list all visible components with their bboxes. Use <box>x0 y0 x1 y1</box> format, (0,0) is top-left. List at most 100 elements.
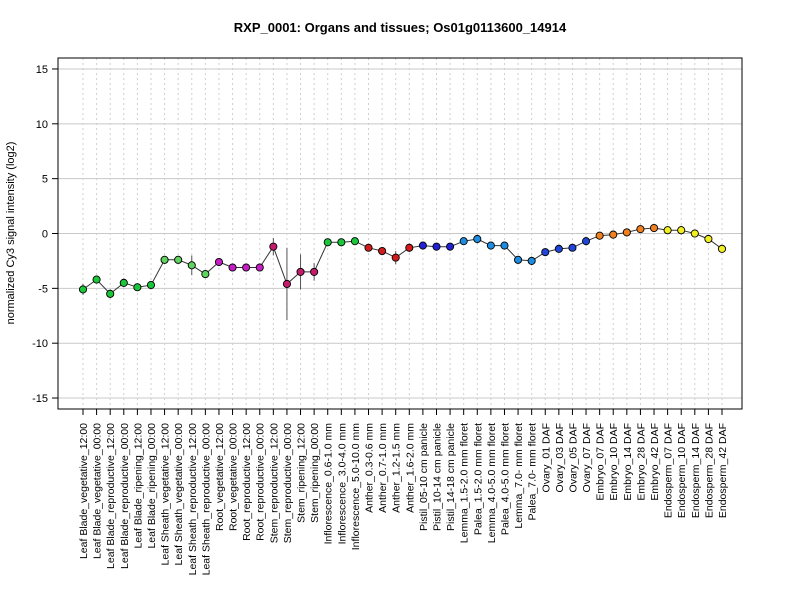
data-point <box>595 231 604 240</box>
series-layer <box>78 223 727 321</box>
x-tick-label: Lemma_1.5-2.0 mm floret <box>459 423 471 543</box>
y-tick-label: -10 <box>32 338 48 350</box>
x-tick-label: Embryo_10 DAF <box>608 423 620 501</box>
data-point <box>378 246 387 256</box>
data-point <box>541 248 550 257</box>
data-point <box>568 243 577 252</box>
data-point <box>337 238 346 247</box>
data-point <box>500 241 509 250</box>
y-tick-label: 10 <box>36 119 48 131</box>
x-tick-label: Embryo_14 DAF <box>622 423 634 501</box>
data-point <box>364 243 373 252</box>
data-point <box>554 244 563 253</box>
data-point <box>514 255 523 264</box>
data-point <box>486 241 495 250</box>
y-axis: -15 -10 -5 0 5 10 15 <box>32 64 58 405</box>
x-tick-label: Leaf Blade_reproductive_00:00 <box>119 423 131 569</box>
data-point <box>228 263 237 272</box>
x-tick-label: Anther_0.7-1.0 mm <box>377 423 389 513</box>
x-tick-label: Lemma_4.0-5.0 mm floret <box>486 423 498 543</box>
data-point <box>282 279 291 289</box>
y-tick-label: 0 <box>42 229 48 241</box>
data-point <box>446 242 455 251</box>
x-tick-label: Ovary_07 DAF <box>581 423 593 492</box>
data-point <box>146 281 156 290</box>
x-tick-label: Anther_1.2-1.5 mm <box>391 423 403 513</box>
plot-frame <box>57 57 743 410</box>
x-tick-label: Leaf Sheath_vegetative_12:00 <box>160 423 172 566</box>
x-tick-label: Leaf Blade_ripening_00:00 <box>146 423 158 549</box>
y-tick-label: 5 <box>42 174 48 186</box>
data-point <box>214 257 224 267</box>
x-tick-label: Inflorescence_5.0-10.0 mm <box>350 423 362 550</box>
x-tick-label: Endosperm_42 DAF <box>717 423 729 518</box>
x-tick-label: Ovary_03 DAF <box>554 423 566 492</box>
x-tick-label: Endosperm_10 DAF <box>676 423 688 518</box>
x-tick-label: Pistil_14-18 cm panicle <box>445 423 457 531</box>
x-tick-label: Root_vegetative_00:00 <box>228 423 240 531</box>
x-tick-label: Anther_1.6-2.0 mm <box>404 423 416 513</box>
y-axis-label: normalized Cy3 signal intensity (log2) <box>5 142 17 325</box>
x-tick-label: Lemma_7.0- mm floret <box>513 423 525 529</box>
y-tick-label: 15 <box>36 64 48 76</box>
grid-layer <box>58 58 742 409</box>
data-point <box>310 267 319 276</box>
x-tick-label: Pistil_05-10 cm panicle <box>418 423 430 531</box>
x-tick-label: Endosperm_07 DAF <box>663 423 675 518</box>
x-tick-label: Pistil_10-14 cm panicle <box>431 423 443 531</box>
x-tick-label: Stem_ripening_12:00 <box>296 423 308 523</box>
data-point <box>201 270 210 279</box>
data-point <box>459 237 468 246</box>
x-tick-label: Endosperm_14 DAF <box>690 423 702 518</box>
x-tick-label: Stem_reproductive_12:00 <box>268 423 280 543</box>
x-tick-label: Root_reproductive_00:00 <box>255 423 267 541</box>
data-point <box>704 234 713 244</box>
x-tick-label: Root_vegetative_12:00 <box>214 423 226 531</box>
data-point <box>269 242 278 251</box>
data-point <box>350 237 359 246</box>
x-tick-label: Leaf Sheath_reproductive_12:00 <box>187 423 199 576</box>
x-tick-label: Palea_1.5-2.0 mm floret <box>472 423 484 535</box>
data-point <box>690 229 699 238</box>
x-tick-label: Leaf Blade_reproductive_12:00 <box>105 423 117 569</box>
x-tick-label: Leaf Sheath_vegetative_00:00 <box>173 423 185 566</box>
data-point <box>636 225 645 234</box>
data-point <box>187 261 196 270</box>
data-point <box>527 256 536 265</box>
data-point <box>255 263 264 272</box>
data-point <box>677 226 686 235</box>
data-point <box>242 263 251 272</box>
data-point <box>581 237 591 246</box>
data-point <box>323 238 332 247</box>
x-tick-label: Ovary_05 DAF <box>567 423 579 492</box>
data-point <box>609 230 618 239</box>
data-point <box>119 278 128 287</box>
data-point <box>622 228 631 237</box>
x-tick-label: Inflorescence_0.6-1.0 mm <box>323 423 335 545</box>
data-point <box>78 285 88 294</box>
data-point <box>405 243 414 252</box>
x-tick-label: Leaf Blade_vegetative_00:00 <box>92 423 104 559</box>
data-point <box>92 275 101 284</box>
x-axis: Leaf Blade_vegetative_12:00 Leaf Blade_ve… <box>78 409 729 575</box>
x-tick-label: Stem_ripening_00:00 <box>309 423 321 523</box>
data-point <box>391 253 400 262</box>
data-point <box>663 226 672 235</box>
x-tick-label: Inflorescence_3.0-4.0 mm <box>336 423 348 545</box>
data-point <box>717 244 727 253</box>
data-point <box>160 255 169 264</box>
data-point <box>296 267 305 276</box>
x-tick-label: Embryo_07 DAF <box>595 423 607 501</box>
chart-title: RXP_0001: Organs and tissues; Os01g01136… <box>234 20 567 35</box>
data-point <box>418 241 427 250</box>
x-tick-label: Ovary_01 DAF <box>540 423 552 492</box>
x-tick-label: Stem_reproductive_00:00 <box>282 423 294 543</box>
x-tick-label: Embryo_28 DAF <box>635 423 647 501</box>
y-tick-label: -15 <box>32 393 48 405</box>
data-point <box>432 242 441 251</box>
data-point <box>649 223 659 233</box>
x-tick-label: Anther_0.3-0.6 mm <box>364 423 376 513</box>
x-tick-label: Leaf Blade_ripening_12:00 <box>132 423 144 549</box>
